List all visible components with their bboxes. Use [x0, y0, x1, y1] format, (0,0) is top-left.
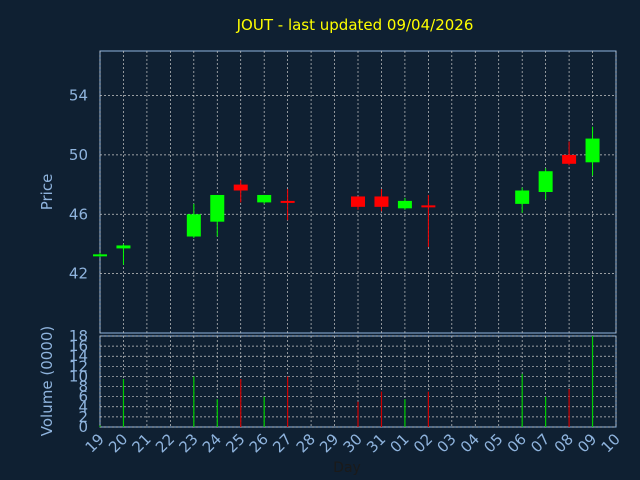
x-tick-label: 06 [504, 430, 530, 456]
x-tick-label: 10 [598, 430, 624, 456]
x-tick-label: 27 [269, 430, 295, 456]
candle-body [374, 196, 389, 207]
price-tick-label: 42 [69, 265, 88, 283]
volume-tick-label: 0 [78, 418, 88, 436]
price-tick-label: 46 [69, 205, 88, 223]
x-tick-label: 30 [340, 430, 366, 456]
x-tick-label: 03 [433, 430, 459, 456]
candle-body [280, 200, 295, 203]
x-tick-label: 09 [574, 430, 600, 456]
x-tick-label: 04 [457, 430, 483, 456]
x-tick-label: 08 [551, 430, 577, 456]
candle-body [562, 154, 577, 164]
volume-tick-label: 4 [78, 398, 88, 416]
volume-tick-label: 2 [78, 408, 88, 426]
x-tick-label: 22 [152, 430, 178, 456]
volume-tick-label: 8 [78, 378, 88, 396]
candle-body [186, 214, 201, 237]
volume-tick-label: 6 [78, 388, 88, 406]
x-tick-label: 24 [199, 430, 225, 456]
price-axis-label: Price [38, 174, 56, 211]
x-axis-label: Day [333, 460, 361, 476]
volume-tick-label: 18 [69, 327, 88, 345]
x-tick-label: 29 [316, 430, 342, 456]
volume-tick-label: 16 [69, 337, 88, 355]
x-tick-label: 25 [222, 430, 248, 456]
candle-body [351, 196, 365, 207]
x-tick-label: 26 [246, 430, 272, 456]
chart-title: JOUT - last updated 09/04/2026 [236, 16, 474, 34]
price-tick-label: 54 [69, 87, 88, 105]
x-tick-label: 20 [105, 430, 131, 456]
candle-body [257, 194, 272, 203]
x-tick-label: 23 [175, 430, 201, 456]
x-tick-label: 21 [129, 430, 155, 456]
volume-tick-label: 12 [69, 357, 88, 375]
candle-body [233, 184, 248, 191]
candle-body [515, 190, 530, 204]
x-tick-label: 01 [387, 430, 413, 456]
candle-body [421, 205, 436, 208]
x-tick-label: 28 [293, 430, 319, 456]
candle-body [538, 171, 553, 192]
candle-body [210, 194, 225, 222]
volume-tick-label: 14 [69, 347, 88, 365]
price-tick-label: 50 [69, 146, 88, 164]
x-tick-label: 02 [410, 430, 436, 456]
x-tick-label: 07 [527, 430, 553, 456]
volume-axis-label: Volume (0000) [38, 326, 56, 436]
candle-body [93, 254, 107, 257]
x-tick-label: 05 [480, 430, 506, 456]
x-tick-label: 31 [363, 430, 389, 456]
candle-body [397, 200, 412, 209]
volume-tick-label: 10 [69, 367, 88, 385]
candle-body [116, 245, 131, 249]
candle-body [585, 138, 600, 163]
